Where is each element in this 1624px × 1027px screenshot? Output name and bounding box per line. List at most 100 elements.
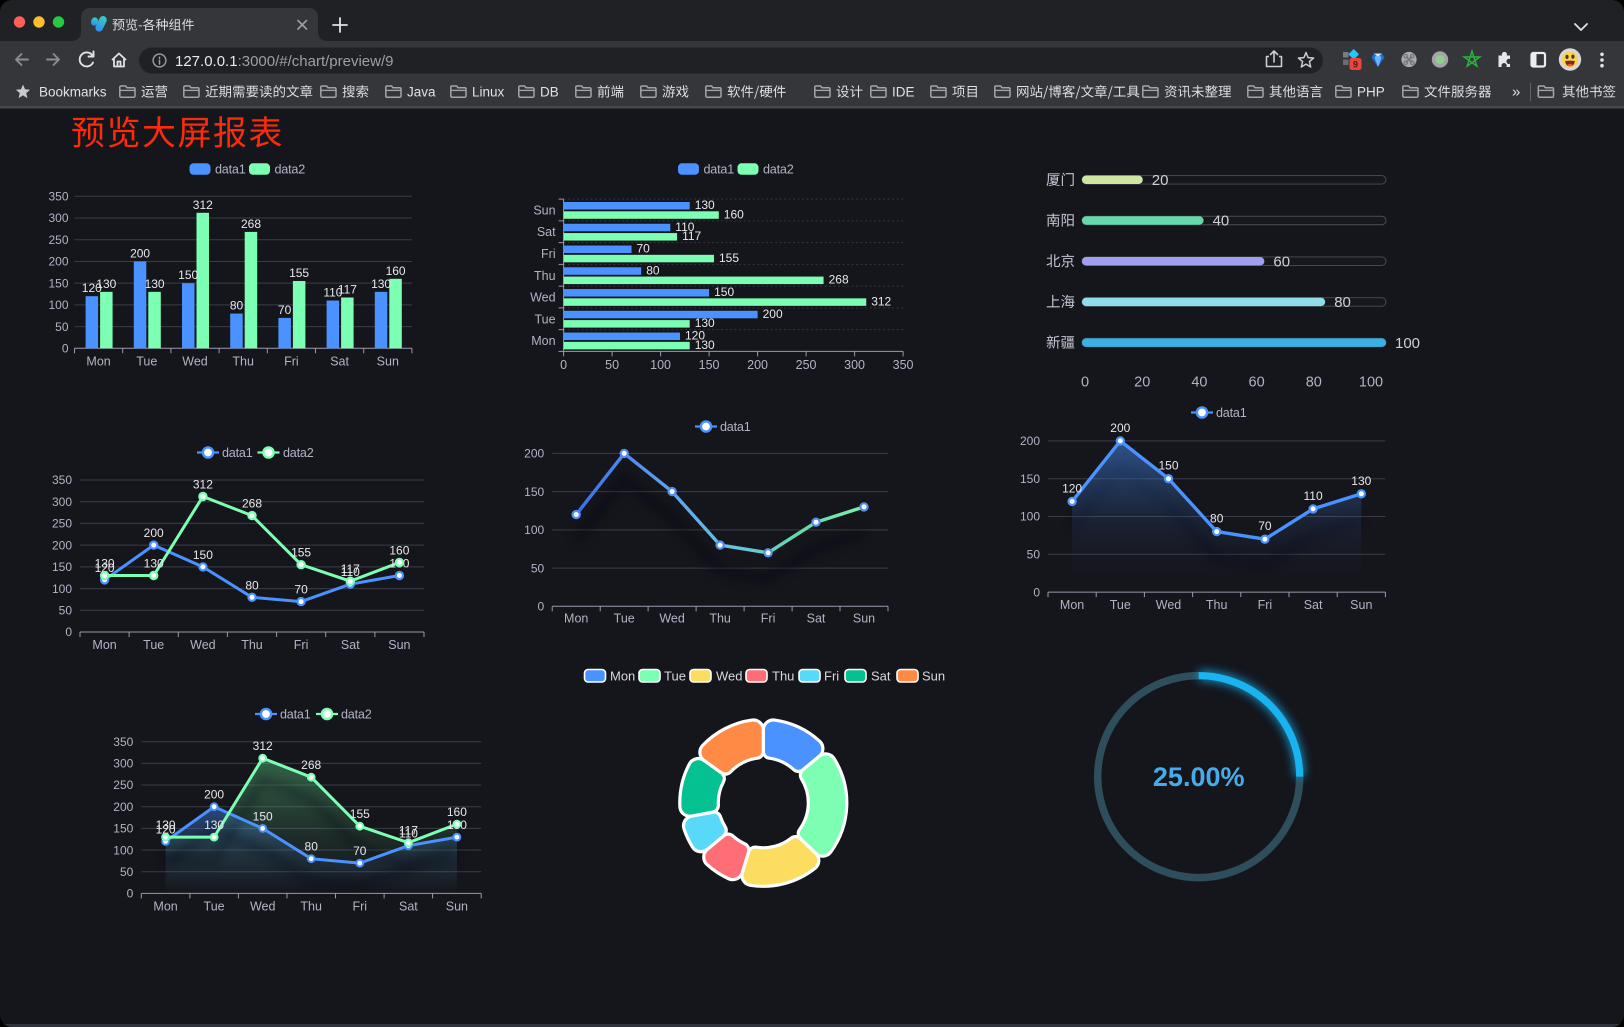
svg-text:40: 40 (1213, 213, 1230, 230)
svg-text:200: 200 (52, 538, 72, 552)
svg-text:312: 312 (193, 478, 213, 492)
svg-text:150: 150 (714, 285, 734, 299)
svg-text:300: 300 (52, 495, 72, 509)
svg-text:Wed: Wed (530, 291, 556, 305)
svg-text:Sun: Sun (388, 638, 410, 652)
svg-text:200: 200 (1110, 421, 1130, 435)
svg-text:150: 150 (193, 548, 213, 562)
svg-text:80: 80 (230, 299, 244, 313)
svg-text:150: 150 (524, 485, 544, 499)
svg-text:100: 100 (1359, 375, 1383, 391)
svg-text:Mon: Mon (86, 354, 110, 368)
svg-text:268: 268 (829, 273, 849, 287)
svg-text:200: 200 (113, 800, 133, 814)
svg-text:350: 350 (113, 735, 133, 749)
svg-text:Wed: Wed (659, 612, 685, 626)
svg-text:130: 130 (96, 277, 116, 291)
svg-text:200: 200 (1020, 434, 1040, 448)
svg-text:120: 120 (1062, 481, 1082, 495)
svg-text:150: 150 (48, 276, 68, 290)
svg-text:60: 60 (1273, 253, 1290, 270)
svg-text:Wed: Wed (716, 669, 743, 684)
svg-text:50: 50 (55, 320, 69, 334)
svg-text:100: 100 (48, 298, 68, 312)
svg-text:Sat: Sat (330, 354, 349, 368)
svg-text:80: 80 (1306, 375, 1322, 391)
svg-text:350: 350 (893, 358, 914, 372)
svg-text:Thu: Thu (232, 354, 254, 368)
svg-text:200: 200 (747, 358, 768, 372)
svg-text:130: 130 (144, 557, 164, 571)
svg-text:data1: data1 (222, 446, 253, 460)
svg-text:70: 70 (294, 583, 308, 597)
svg-text:160: 160 (447, 805, 467, 819)
svg-text:25.00%: 25.00% (1153, 762, 1245, 792)
svg-text:150: 150 (113, 822, 133, 836)
svg-text:150: 150 (253, 809, 273, 823)
svg-text:data2: data2 (763, 163, 794, 177)
svg-text:350: 350 (52, 473, 72, 487)
svg-text:Thu: Thu (300, 900, 322, 914)
svg-text:150: 150 (52, 560, 72, 574)
svg-text:0: 0 (538, 600, 545, 614)
svg-text:130: 130 (204, 818, 224, 832)
svg-text:268: 268 (242, 497, 262, 511)
svg-text:Sat: Sat (399, 900, 418, 914)
svg-text:Mon: Mon (610, 669, 635, 684)
svg-text:130: 130 (695, 316, 715, 330)
svg-text:Thu: Thu (1206, 598, 1228, 612)
svg-text:80: 80 (1334, 294, 1351, 311)
svg-text:120: 120 (82, 281, 102, 295)
svg-text:268: 268 (301, 758, 321, 772)
svg-text:Thu: Thu (241, 638, 263, 652)
svg-text:110: 110 (675, 220, 694, 234)
svg-text:130: 130 (695, 338, 715, 352)
svg-text:Mon: Mon (153, 900, 177, 914)
svg-text:250: 250 (113, 778, 133, 792)
svg-text:70: 70 (637, 242, 651, 256)
svg-text:200: 200 (130, 246, 150, 260)
svg-text:Mon: Mon (531, 334, 555, 348)
svg-text:Tue: Tue (664, 669, 686, 684)
svg-text:312: 312 (193, 198, 213, 212)
svg-text:200: 200 (48, 255, 68, 269)
svg-text:20: 20 (1152, 172, 1169, 189)
svg-text:100: 100 (1020, 510, 1040, 524)
svg-text:150: 150 (178, 268, 198, 282)
svg-text:40: 40 (1191, 375, 1207, 391)
svg-text:200: 200 (763, 307, 783, 321)
svg-text:117: 117 (682, 229, 701, 243)
svg-text:Fri: Fri (294, 638, 309, 652)
svg-text:Thu: Thu (709, 612, 731, 626)
svg-text:Wed: Wed (190, 638, 216, 652)
svg-text:Sat: Sat (341, 638, 360, 652)
svg-text:130: 130 (156, 818, 176, 832)
svg-text:100: 100 (524, 523, 544, 537)
svg-text:DB: DB (540, 85, 559, 100)
svg-text:Sat: Sat (1304, 598, 1323, 612)
svg-text:IDE: IDE (892, 85, 915, 100)
svg-text:350: 350 (48, 190, 68, 204)
svg-text:312: 312 (871, 294, 891, 308)
svg-text:Wed: Wed (250, 900, 276, 914)
svg-text:70: 70 (1258, 519, 1272, 533)
svg-text:50: 50 (1027, 548, 1041, 562)
svg-text:PHP: PHP (1357, 85, 1385, 100)
svg-text:Tue: Tue (136, 354, 157, 368)
svg-text:Fri: Fri (761, 612, 776, 626)
svg-text:data1: data1 (1216, 406, 1247, 420)
svg-text:Mon: Mon (1060, 598, 1084, 612)
svg-text:Sun: Sun (446, 900, 468, 914)
svg-text:Sun: Sun (922, 669, 945, 684)
svg-text:200: 200 (204, 788, 224, 802)
svg-text:110: 110 (323, 286, 342, 300)
svg-text:117: 117 (338, 283, 357, 297)
svg-text:data2: data2 (341, 708, 372, 722)
svg-text:130: 130 (95, 557, 115, 571)
svg-text:155: 155 (719, 251, 739, 265)
svg-text:127.0.0.1:3000/#/chart/preview: 127.0.0.1:3000/#/chart/preview/9 (175, 53, 394, 70)
svg-text:Thu: Thu (772, 669, 794, 684)
svg-text:Sat: Sat (807, 612, 826, 626)
svg-text:60: 60 (1249, 375, 1265, 391)
svg-text:Fri: Fri (353, 900, 368, 914)
